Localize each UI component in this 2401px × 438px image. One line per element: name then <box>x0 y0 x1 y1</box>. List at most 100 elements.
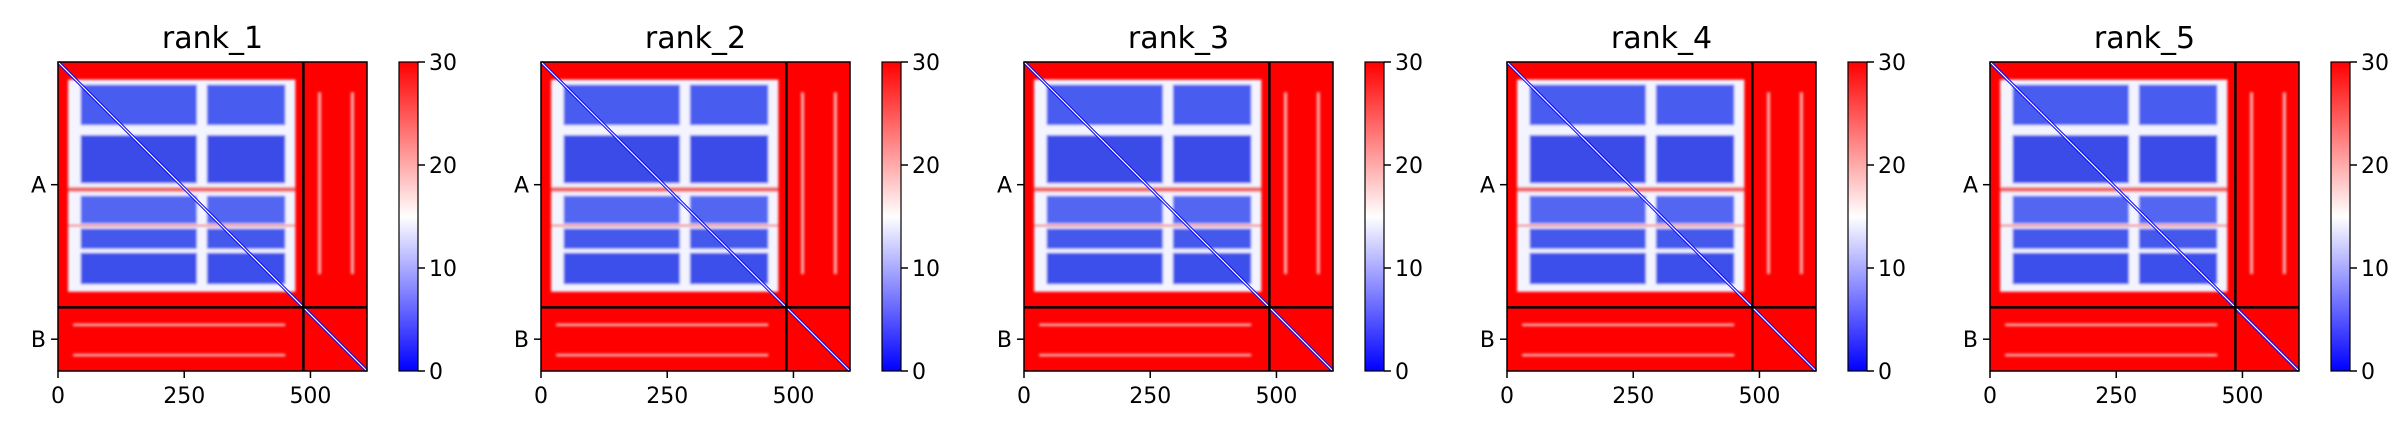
x-tick-label: 500 <box>1255 384 1297 409</box>
low-error-region <box>563 228 680 249</box>
chain-b-streaks <box>556 92 837 357</box>
colorbar-tick-label: 20 <box>2361 154 2389 179</box>
low-error-region <box>1172 84 1252 126</box>
x-tick-label: 500 <box>1738 384 1780 409</box>
a-b-streak <box>833 92 837 275</box>
chain-b-streaks <box>73 92 354 357</box>
low-error-region <box>2012 84 2129 126</box>
chain-a-block <box>1034 79 1262 292</box>
b-a-streak <box>2005 323 2218 327</box>
x-tick-label: 0 <box>1017 384 1031 409</box>
pae-panel-5: rank_5 0 250 500 A B 0 10 20 30 <box>1963 21 2389 409</box>
colorbar: 0 10 20 30 <box>1364 51 1423 385</box>
low-error-region <box>1655 252 1735 285</box>
heatmap-frame <box>57 61 368 372</box>
error-band <box>68 187 296 192</box>
a-b-streak <box>1316 92 1320 275</box>
colorbar-tick-label: 30 <box>1395 51 1423 76</box>
low-error-region <box>2138 252 2218 285</box>
chain-a-block <box>1517 79 1745 292</box>
low-error-region <box>80 252 197 285</box>
colorbar: 0 10 20 30 <box>881 51 940 385</box>
heatmap-frame <box>1989 61 2300 372</box>
low-error-region <box>1172 195 1252 224</box>
low-error-region <box>1172 135 1252 184</box>
b-a-streak <box>73 323 286 327</box>
low-error-region <box>1529 228 1646 249</box>
low-error-region <box>206 84 286 126</box>
chain-b-streaks <box>2005 92 2286 357</box>
pae-heatmap <box>1988 60 2301 373</box>
colorbar-tick-label: 30 <box>429 51 457 76</box>
error-band <box>68 224 296 227</box>
pae-panel-4: rank_4 0 250 500 A B 0 10 20 30 <box>1480 21 1906 409</box>
pae-heatmap <box>1505 60 1818 373</box>
chain-label: A <box>1480 174 1495 199</box>
a-b-streak <box>318 92 322 275</box>
colorbar-tick-label: 10 <box>2361 257 2389 282</box>
low-error-region <box>2138 228 2218 249</box>
low-error-region <box>1655 228 1735 249</box>
low-error-region <box>1529 252 1646 285</box>
colorbar-tick-label: 20 <box>912 154 940 179</box>
low-error-region <box>206 228 286 249</box>
pae-heatmap <box>539 60 852 373</box>
low-error-region <box>2012 252 2129 285</box>
colorbar-tick-label: 0 <box>1395 360 1409 385</box>
chain-label: A <box>514 174 529 199</box>
b-a-streak <box>1039 323 1252 327</box>
heatmap-frame <box>540 61 851 372</box>
low-error-region <box>1172 228 1252 249</box>
low-error-region <box>689 84 769 126</box>
colorbar-gradient <box>398 61 419 372</box>
low-error-region <box>1046 84 1163 126</box>
low-error-region <box>2138 135 2218 184</box>
low-error-region <box>1529 84 1646 126</box>
chain-label: B <box>31 328 46 353</box>
chain-label: B <box>1480 328 1495 353</box>
colorbar-tick-label: 0 <box>2361 360 2375 385</box>
chain-label: B <box>997 328 1012 353</box>
colorbar-tick-label: 0 <box>429 360 443 385</box>
b-a-streak <box>1039 353 1252 357</box>
panel-title: rank_4 <box>1611 21 1712 56</box>
low-error-region <box>1655 195 1735 224</box>
low-error-region <box>80 228 197 249</box>
x-tick-label: 250 <box>1612 384 1654 409</box>
pae-panel-3: rank_3 0 250 500 A B 0 10 20 30 <box>997 21 1423 409</box>
x-tick-label: 250 <box>163 384 205 409</box>
a-b-streak <box>2250 92 2254 275</box>
pae-heatmap <box>56 60 369 373</box>
colorbar: 0 10 20 30 <box>1847 51 1906 385</box>
colorbar-tick-label: 10 <box>1878 257 1906 282</box>
low-error-region <box>563 84 680 126</box>
diagonal-highlight <box>57 61 368 372</box>
colorbar-gradient <box>2330 61 2351 372</box>
low-error-region <box>2138 195 2218 224</box>
low-error-region <box>2012 195 2129 224</box>
x-tick-label: 0 <box>1983 384 1997 409</box>
chain-a-block <box>2000 79 2228 292</box>
low-error-region <box>80 84 197 126</box>
low-error-region <box>2138 84 2218 126</box>
low-error-region <box>563 195 680 224</box>
a-b-streak <box>1799 92 1803 275</box>
x-tick-label: 0 <box>51 384 65 409</box>
x-tick-label: 500 <box>2221 384 2263 409</box>
x-tick-label: 0 <box>534 384 548 409</box>
diagonal-highlight <box>1989 61 2300 372</box>
colorbar-tick-label: 20 <box>429 154 457 179</box>
error-band <box>551 187 779 192</box>
low-error-region <box>1046 195 1163 224</box>
pae-heatmap <box>1022 60 1335 373</box>
pae-panel-1: rank_1 0 250 500 A B 0 10 20 30 <box>31 21 457 409</box>
colorbar-tick-label: 10 <box>912 257 940 282</box>
a-b-streak <box>1767 92 1771 275</box>
b-a-streak <box>73 353 286 357</box>
b-a-streak <box>556 353 769 357</box>
colorbar-tick-label: 20 <box>1395 154 1423 179</box>
chain-label: A <box>31 174 46 199</box>
chain-label: B <box>514 328 529 353</box>
colorbar-tick-label: 30 <box>2361 51 2389 76</box>
